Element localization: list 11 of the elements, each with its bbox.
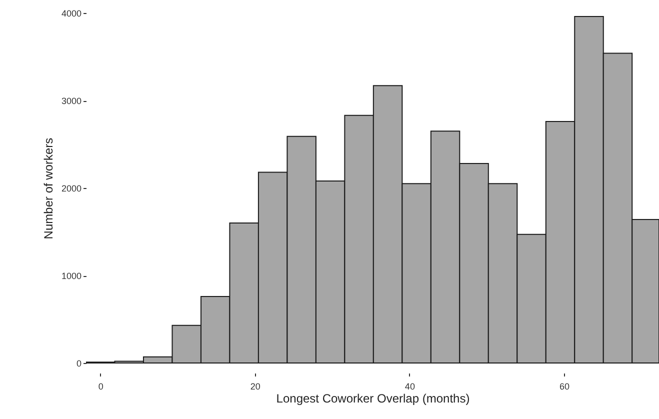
y-tick-label: 4000: [61, 8, 82, 18]
x-tick-label: 20: [250, 382, 260, 392]
y-tick-label: 1000: [61, 271, 82, 281]
x-tick-label: 40: [404, 382, 415, 392]
y-tick-label: 2000: [61, 184, 82, 194]
y-axis-title: Number of workers: [41, 138, 56, 240]
x-tick-label: 60: [559, 382, 570, 392]
x-tick-label: 0: [98, 382, 104, 392]
x-axis-title: Longest Coworker Overlap (months): [276, 392, 470, 406]
y-tick-label: 0: [76, 358, 82, 368]
y-tick-label: 3000: [61, 96, 82, 106]
